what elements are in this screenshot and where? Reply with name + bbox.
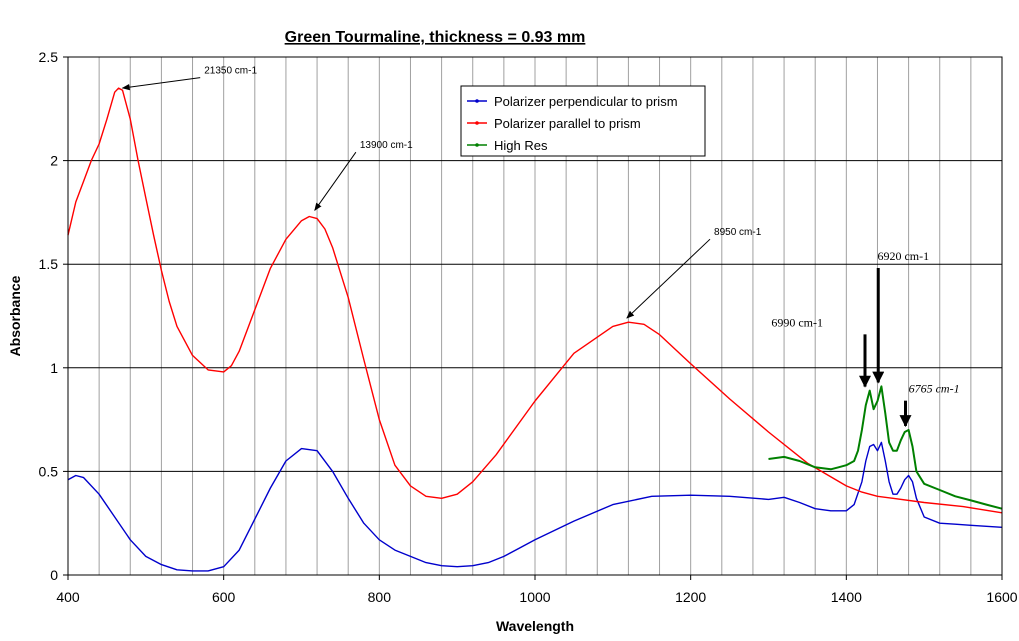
series-line-3 <box>768 385 1003 510</box>
x-axis-title: Wavelength <box>496 618 574 634</box>
annotation-label: 21350 cm-1 <box>204 66 257 77</box>
annotation-label: 13900 cm-1 <box>360 140 413 151</box>
annotation-label: 6920 cm-1 <box>877 249 929 263</box>
y-axis-ticks: 0 0.5 1 1.5 2 2.5 <box>39 49 68 583</box>
y-tick-label: 2.5 <box>39 49 59 65</box>
annotation-arrow <box>626 238 711 319</box>
x-tick-label: 1200 <box>675 589 706 605</box>
series-line-2 <box>67 87 1003 514</box>
y-tick-label: 2 <box>50 153 58 169</box>
y-tick-label: 0.5 <box>39 463 59 479</box>
legend-swatch-marker <box>475 143 479 147</box>
legend: Polarizer perpendicular to prism Polarize… <box>460 85 706 157</box>
annotation-label: 6990 cm-1 <box>771 315 823 329</box>
legend-swatch-marker <box>475 121 479 125</box>
y-tick-label: 0 <box>50 567 58 583</box>
series-lines <box>67 87 1003 572</box>
x-tick-label: 1400 <box>831 589 862 605</box>
x-tick-label: 800 <box>368 589 392 605</box>
chart-title: Green Tourmaline, thickness = 0.93 mm <box>285 29 586 46</box>
annotation-arrow <box>314 151 357 211</box>
x-axis-ticks: 400 600 800 1000 1200 1400 1600 <box>56 575 1018 605</box>
y-axis-title: Absorbance <box>7 275 23 356</box>
annotation-label: 8950 cm-1 <box>714 227 762 238</box>
annotation-arrow <box>121 77 201 91</box>
x-tick-label: 600 <box>212 589 236 605</box>
x-tick-label: 1000 <box>519 589 550 605</box>
series-line-1 <box>67 441 1003 572</box>
legend-label: Polarizer perpendicular to prism <box>494 94 678 109</box>
legend-box <box>460 85 706 157</box>
x-tick-label: 400 <box>56 589 80 605</box>
annotations: 21350 cm-1 13900 cm-1 8950 cm-1 6990 cm-1 69… <box>121 66 960 428</box>
annotation-label: 6765 cm-1 <box>909 382 960 396</box>
y-tick-label: 1 <box>50 360 58 376</box>
legend-label: High Res <box>494 138 548 153</box>
y-tick-label: 1.5 <box>39 256 59 272</box>
legend-swatch-marker <box>475 99 479 103</box>
x-tick-label: 1600 <box>986 589 1017 605</box>
legend-label: Polarizer parallel to prism <box>494 116 641 131</box>
